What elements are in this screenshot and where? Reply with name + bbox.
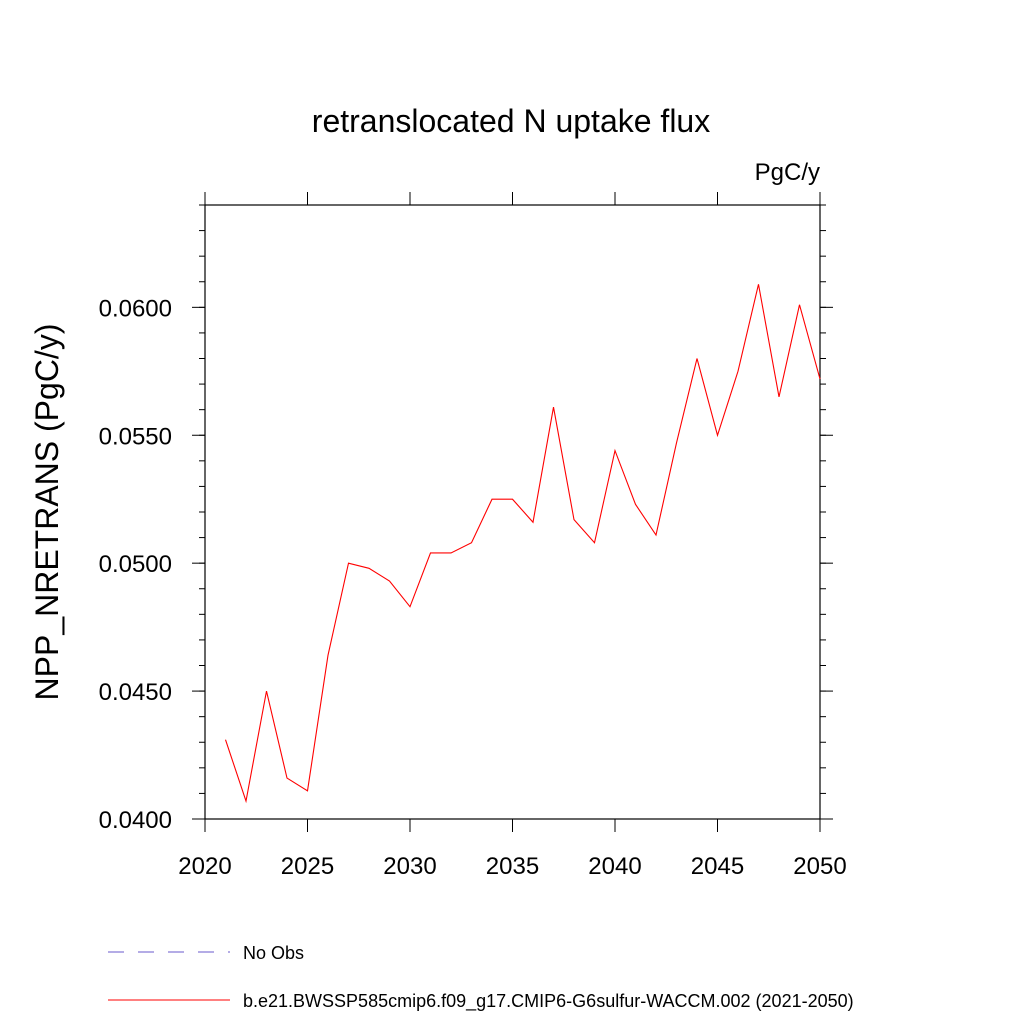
x-tick-label: 2050 — [793, 853, 846, 880]
y-tick-label: 0.0600 — [99, 295, 172, 322]
y-axis-label: NPP_NRETRANS (PgC/y) — [29, 324, 65, 701]
y-tick-label: 0.0450 — [99, 679, 172, 706]
x-tick-label: 2040 — [588, 853, 641, 880]
x-tick-label: 2025 — [281, 853, 334, 880]
legend-label: No Obs — [243, 943, 304, 963]
axis-ticks — [192, 192, 833, 832]
legend: No Obs b.e21.BWSSP585cmip6.f09_g17.CMIP6-… — [108, 943, 854, 1012]
units-label: PgC/y — [755, 159, 820, 186]
y-tick-label: 0.0550 — [99, 423, 172, 450]
x-tick-label: 2045 — [691, 853, 744, 880]
y-tick-labels: 0.0400 0.0450 0.0500 0.0550 0.0600 — [99, 295, 172, 834]
series-line — [224, 284, 821, 804]
y-tick-label: 0.0500 — [99, 551, 172, 578]
x-tick-labels: 2020 2025 2030 2035 2040 2045 2050 — [178, 853, 846, 880]
plot-frame — [204, 204, 821, 820]
y-tick-label: 0.0400 — [99, 807, 172, 834]
x-tick-label: 2020 — [178, 853, 231, 880]
series-layer — [224, 284, 821, 804]
x-tick-label: 2035 — [486, 853, 539, 880]
legend-label: b.e21.BWSSP585cmip6.f09_g17.CMIP6-G6sulf… — [243, 991, 854, 1012]
chart-title: retranslocated N uptake flux — [312, 103, 710, 139]
x-tick-label: 2030 — [383, 853, 436, 880]
